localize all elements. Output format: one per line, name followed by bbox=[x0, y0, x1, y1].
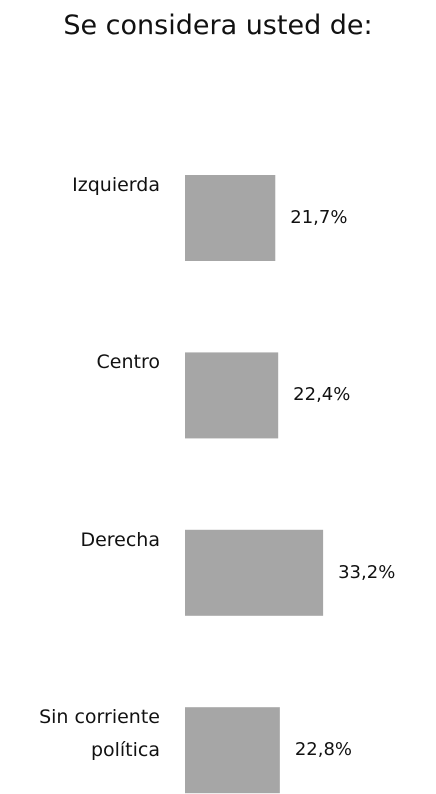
bar bbox=[185, 529, 324, 616]
chart-title: Se considera usted de: bbox=[63, 10, 373, 41]
value-label: 33,2% bbox=[338, 561, 396, 583]
value-label: 22,4% bbox=[293, 384, 351, 406]
value-label: 22,8% bbox=[294, 739, 353, 761]
category-label: Derecha bbox=[80, 528, 160, 551]
category-label: Centro bbox=[96, 351, 160, 374]
bar bbox=[185, 175, 276, 261]
category-label: Sin corriente política bbox=[39, 706, 160, 762]
bar bbox=[185, 352, 279, 439]
value-label: 21,7% bbox=[290, 207, 348, 228]
category-label: Izquierda bbox=[72, 174, 160, 196]
bar bbox=[185, 707, 280, 794]
